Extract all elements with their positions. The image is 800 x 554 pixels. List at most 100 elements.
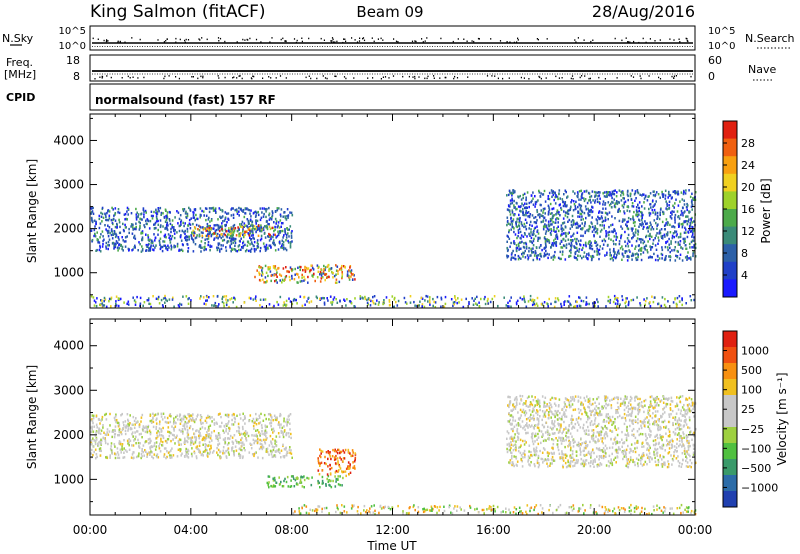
echo-cell	[341, 264, 343, 268]
echo-cell	[596, 200, 599, 204]
echo-cell	[179, 302, 181, 306]
echo-cell	[616, 253, 618, 257]
echo-cell	[630, 227, 633, 230]
nave-dot	[427, 75, 429, 78]
echo-cell	[350, 275, 352, 278]
echo-cell	[595, 191, 597, 194]
echo-cell	[160, 434, 163, 437]
echo-cell	[506, 194, 508, 197]
echo-cell	[671, 213, 673, 216]
echo-cell	[261, 211, 263, 214]
echo-cell	[573, 245, 575, 248]
echo-cell	[535, 302, 538, 305]
echo-cell	[509, 299, 511, 303]
echo-cell	[112, 430, 115, 433]
echo-cell	[243, 222, 246, 225]
echo-cell	[191, 447, 193, 450]
echo-cell	[613, 255, 615, 259]
echo-cell	[593, 227, 596, 230]
echo-cell	[269, 233, 271, 237]
echo-cell	[214, 301, 217, 305]
echo-cell	[242, 235, 245, 239]
echo-cell	[577, 254, 579, 258]
nsky-dot	[421, 38, 423, 40]
echo-cell	[282, 455, 285, 458]
echo-cell	[673, 248, 676, 252]
echo-cell	[148, 246, 150, 250]
echo-cell	[283, 246, 285, 249]
echo-cell	[194, 219, 196, 222]
colorbar-block	[723, 191, 737, 210]
echo-cell	[166, 441, 168, 444]
echo-cell	[272, 448, 275, 452]
echo-cell	[218, 248, 221, 251]
echo-cell	[186, 455, 188, 458]
echo-cell	[524, 300, 526, 304]
nsky-dot	[218, 40, 220, 42]
echo-cell	[337, 269, 339, 273]
echo-cell	[218, 413, 220, 416]
echo-cell	[655, 234, 657, 237]
echo-cell	[580, 189, 582, 192]
echo-cell	[131, 432, 133, 436]
echo-cell	[162, 436, 165, 440]
echo-cell	[263, 413, 266, 417]
echo-cell	[673, 235, 675, 239]
echo-cell	[122, 239, 124, 242]
echo-cell	[134, 423, 136, 426]
echo-cell	[206, 237, 208, 241]
echo-cell	[150, 244, 152, 247]
echo-cell	[267, 483, 270, 486]
echo-cell	[183, 423, 186, 426]
echo-cell	[222, 438, 225, 441]
echo-cell	[250, 247, 253, 251]
echo-cell	[581, 215, 583, 218]
echo-cell	[91, 240, 93, 243]
echo-cell	[299, 280, 302, 283]
echo-cell	[673, 451, 675, 454]
echo-cell	[248, 227, 251, 230]
power-y-axis-label: Slant Range [km]	[25, 159, 39, 263]
echo-cell	[567, 232, 569, 235]
echo-cell	[242, 245, 245, 248]
echo-cell	[329, 479, 331, 483]
echo-cell	[635, 245, 637, 248]
echo-cell	[540, 220, 543, 224]
echo-cell	[646, 416, 648, 419]
echo-cell	[144, 225, 146, 229]
echo-cell	[158, 422, 161, 426]
echo-cell	[181, 249, 184, 253]
echo-cell	[217, 225, 220, 229]
echo-cell	[580, 204, 583, 208]
echo-cell	[326, 473, 329, 476]
echo-cell	[155, 211, 157, 214]
nave-dot	[453, 77, 455, 80]
echo-cell	[687, 251, 689, 254]
echo-cell	[518, 218, 521, 221]
echo-cell	[288, 435, 290, 438]
nsky-dot	[356, 41, 359, 43]
echo-cell	[311, 274, 313, 277]
echo-cell	[182, 430, 184, 433]
echo-cell	[517, 205, 520, 208]
echo-cell	[151, 455, 153, 458]
echo-cell	[608, 211, 611, 214]
echo-cell	[295, 483, 298, 486]
echo-cell	[157, 295, 160, 299]
echo-cell	[110, 233, 113, 237]
echo-cell	[242, 210, 244, 213]
echo-cell	[135, 222, 137, 225]
echo-cell	[99, 246, 101, 249]
echo-cell	[519, 216, 521, 220]
echo-cell	[527, 300, 530, 303]
echo-cell	[429, 296, 431, 299]
echo-cell	[292, 477, 295, 480]
echo-cell	[194, 441, 197, 444]
echo-cell	[118, 434, 121, 437]
echo-cell	[620, 199, 623, 202]
echo-cell	[625, 305, 627, 308]
echo-cell	[208, 452, 211, 456]
echo-cell	[94, 301, 97, 304]
echo-cell	[645, 235, 647, 239]
echo-cell	[206, 227, 208, 230]
